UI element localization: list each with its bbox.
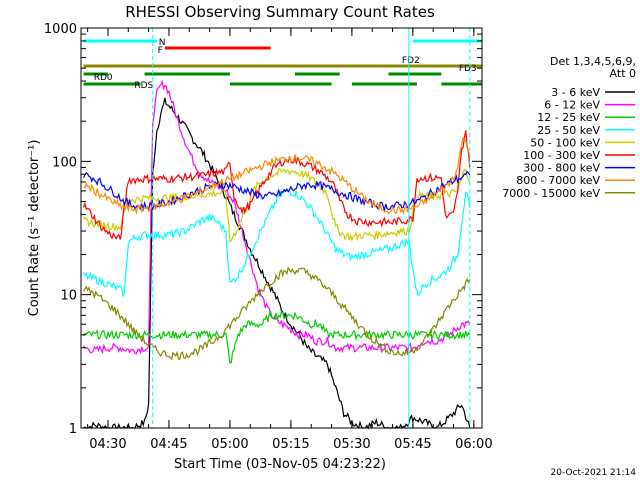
legend-label-100-300-kev: 100 - 300 keV [523, 149, 600, 162]
x-tick-label-05-30: 05:30 [333, 437, 370, 452]
series-line-100-300-kev [83, 130, 471, 240]
legend-header-0: Det 1,3,4,5,6,9, [550, 55, 636, 68]
flag-label-fd3: FD3 [459, 64, 477, 74]
series-line-7000-15000-kev [83, 266, 471, 361]
legend-label-12-25-kev: 12 - 25 keV [537, 111, 600, 124]
plot-frame [80, 27, 483, 429]
legend-label-7000-15000-kev: 7000 - 15000 keV [502, 187, 600, 200]
flag-label-n: N [159, 38, 166, 48]
chart-title: RHESSI Observing Summary Count Rates [125, 3, 435, 21]
y-tick-label-100: 100 [52, 155, 77, 170]
x-tick-label-06-00: 06:00 [455, 437, 492, 452]
flag-label-fd2: FD2 [402, 56, 420, 66]
series-line-25-50-kev [83, 187, 471, 299]
legend-header-1: Att 0 [610, 67, 636, 80]
series-line-300-800-kev [83, 170, 471, 213]
flag-label-rd0: RD0 [94, 73, 113, 83]
series-group [83, 79, 471, 430]
legend-label-800-7000-kev: 800 - 7000 keV [516, 174, 600, 187]
y-tick-label-1: 1 [69, 422, 77, 437]
time-markers [152, 28, 471, 428]
x-tick-label-04-30: 04:30 [89, 437, 126, 452]
x-tick-label-04-45: 04:45 [150, 437, 187, 452]
y-tick-label-1000: 1000 [44, 22, 77, 37]
legend-label-3-6-kev: 3 - 6 keV [551, 86, 600, 99]
flag-label-rds: RDS [134, 81, 153, 91]
x-axis-label: Start Time (03-Nov-05 04:23:22) [174, 457, 386, 472]
legend-label-6-12-kev: 6 - 12 keV [544, 99, 600, 112]
y-axis-label: Count Rate (s⁻¹ detector⁻¹) [27, 140, 42, 317]
y-tick-label-10: 10 [60, 289, 77, 304]
x-tick-label-05-45: 05:45 [394, 437, 431, 452]
axes: 04:30 04:45 05:00 05:15 05:30 05:45 06:00 1 10 10… [44, 22, 493, 452]
flag-label-f: F [158, 46, 163, 56]
legend-label-50-100-kev: 50 - 100 keV [530, 136, 600, 149]
x-tick-label-05-15: 05:15 [272, 437, 309, 452]
legend-label-25-50-kev: 25 - 50 keV [537, 124, 600, 137]
legend-label-300-800-kev: 300 - 800 keV [523, 162, 600, 175]
series-line-3-6-kev [83, 97, 471, 430]
timestamp: 20-Oct-2021 21:14 [551, 468, 637, 478]
series-line-50-100-kev [83, 168, 471, 244]
series-line-800-7000-kev [83, 136, 471, 216]
series-line-12-25-kev [83, 309, 471, 364]
x-tick-label-05-00: 05:00 [211, 437, 248, 452]
flag-bars: NF FD2 FD3 RD0 RDS [83, 38, 482, 91]
